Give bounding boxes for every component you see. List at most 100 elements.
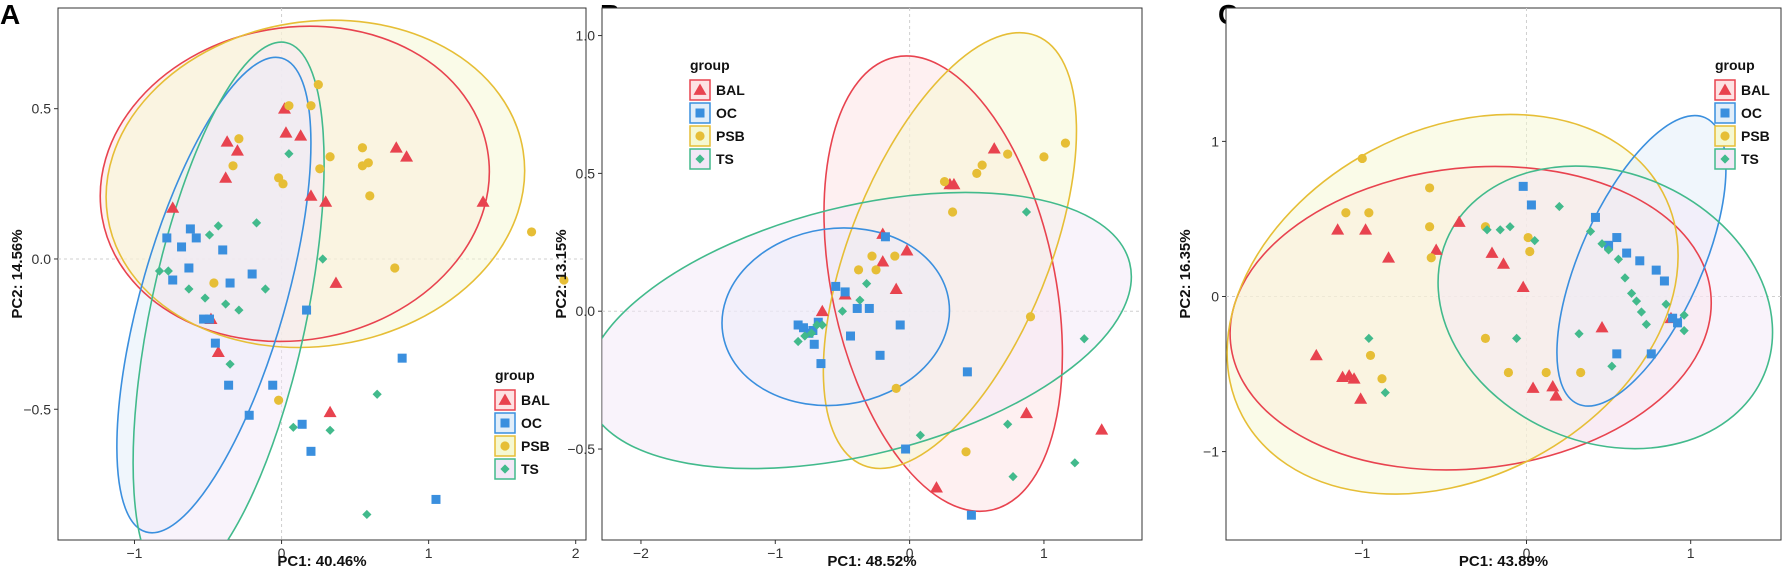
point-psb <box>278 179 288 189</box>
point-bal <box>1382 251 1396 263</box>
point-ts <box>793 336 803 347</box>
x-tick-label: −1 <box>126 545 142 561</box>
legend: group BAL OC PSB TS <box>494 367 550 480</box>
x-tick-label: 0 <box>1523 545 1531 561</box>
point-oc <box>1673 318 1683 328</box>
plot-content <box>602 8 1142 540</box>
point-psb <box>1576 367 1586 378</box>
point-psb <box>1365 350 1376 361</box>
point-ts <box>362 509 372 520</box>
point-ts <box>221 299 231 309</box>
point-ts <box>1597 239 1607 249</box>
point-oc <box>225 278 235 288</box>
point-ts <box>1003 419 1013 429</box>
plot-content <box>1226 8 1781 540</box>
point-ts <box>318 254 328 264</box>
point-bal <box>1359 223 1373 235</box>
point-psb <box>1341 208 1351 218</box>
point-bal <box>279 126 293 138</box>
point-ts <box>1482 225 1492 235</box>
point-oc <box>247 269 257 279</box>
legend-label-psb: PSB <box>716 128 745 144</box>
y-tick-label: 1.0 <box>576 28 596 44</box>
point-bal <box>815 304 829 317</box>
point-oc <box>431 494 441 504</box>
point-bal <box>1546 379 1560 392</box>
legend-label-bal: BAL <box>521 392 550 408</box>
point-ts <box>1620 273 1630 283</box>
ellipse-bal <box>1229 165 1713 471</box>
point-ts <box>806 328 817 338</box>
point-oc <box>1526 200 1536 210</box>
point-oc <box>244 410 254 420</box>
point-bal <box>1526 381 1540 393</box>
point-ts <box>817 320 827 330</box>
legend-marker-ts <box>1720 154 1730 164</box>
point-bal <box>876 255 890 267</box>
point-oc <box>168 275 178 285</box>
point-oc <box>397 353 407 363</box>
point-psb <box>1060 138 1071 148</box>
ellipse-fill-ts <box>602 192 1132 469</box>
point-bal <box>1497 257 1510 269</box>
point-psb <box>274 395 284 405</box>
point-oc <box>1622 248 1632 258</box>
point-psb <box>559 275 569 285</box>
legend-marker-ts <box>500 464 510 474</box>
legend-title: group <box>690 57 730 73</box>
y-tick-label: 1 <box>1211 133 1219 149</box>
point-oc <box>840 287 850 297</box>
x-tick-label: 0 <box>906 545 914 561</box>
ellipse-oc <box>116 56 312 534</box>
point-psb <box>853 265 864 275</box>
legend-label-oc: OC <box>521 415 542 431</box>
point-ts <box>200 293 210 303</box>
legend: group BAL OC PSB TS <box>689 57 745 170</box>
point-bal <box>1516 280 1530 293</box>
point-oc <box>793 320 803 330</box>
point-oc <box>852 303 862 313</box>
point-oc <box>268 380 278 390</box>
point-ts <box>251 218 262 228</box>
point-psb <box>1357 153 1367 164</box>
point-ts <box>1008 472 1018 482</box>
x-tick-label: 1 <box>1687 545 1695 561</box>
point-oc <box>1590 212 1600 222</box>
point-oc <box>846 331 856 341</box>
point-oc <box>218 245 228 255</box>
point-psb <box>363 158 373 168</box>
point-psb <box>972 168 982 178</box>
point-psb <box>1039 152 1049 162</box>
point-psb <box>891 383 901 393</box>
point-oc <box>210 338 220 348</box>
point-ts <box>915 430 925 440</box>
point-psb <box>357 143 368 153</box>
point-bal <box>947 177 961 190</box>
point-ts <box>1554 201 1564 212</box>
point-oc <box>875 350 885 360</box>
ellipse-psb <box>105 19 526 349</box>
ellipse-ts <box>132 41 325 540</box>
point-oc <box>185 224 195 234</box>
point-bal <box>211 345 225 358</box>
point-ts <box>284 149 294 159</box>
point-ts <box>1679 326 1689 336</box>
point-psb <box>209 278 219 288</box>
point-bal <box>389 141 403 153</box>
point-ts <box>855 295 865 305</box>
x-axis-title: PC1: 43.89% <box>1459 553 1548 570</box>
x-tick-label: −1 <box>767 545 783 561</box>
point-ts <box>1607 361 1617 371</box>
point-oc <box>224 380 234 390</box>
point-oc <box>191 233 201 243</box>
point-oc <box>901 444 911 454</box>
point-bal <box>1354 392 1368 404</box>
legend-title: group <box>1715 57 1755 73</box>
point-ts <box>800 331 810 341</box>
ellipse-ts <box>1437 165 1774 450</box>
point-ts <box>213 221 223 231</box>
point-psb <box>390 263 400 273</box>
point-oc <box>816 359 826 369</box>
